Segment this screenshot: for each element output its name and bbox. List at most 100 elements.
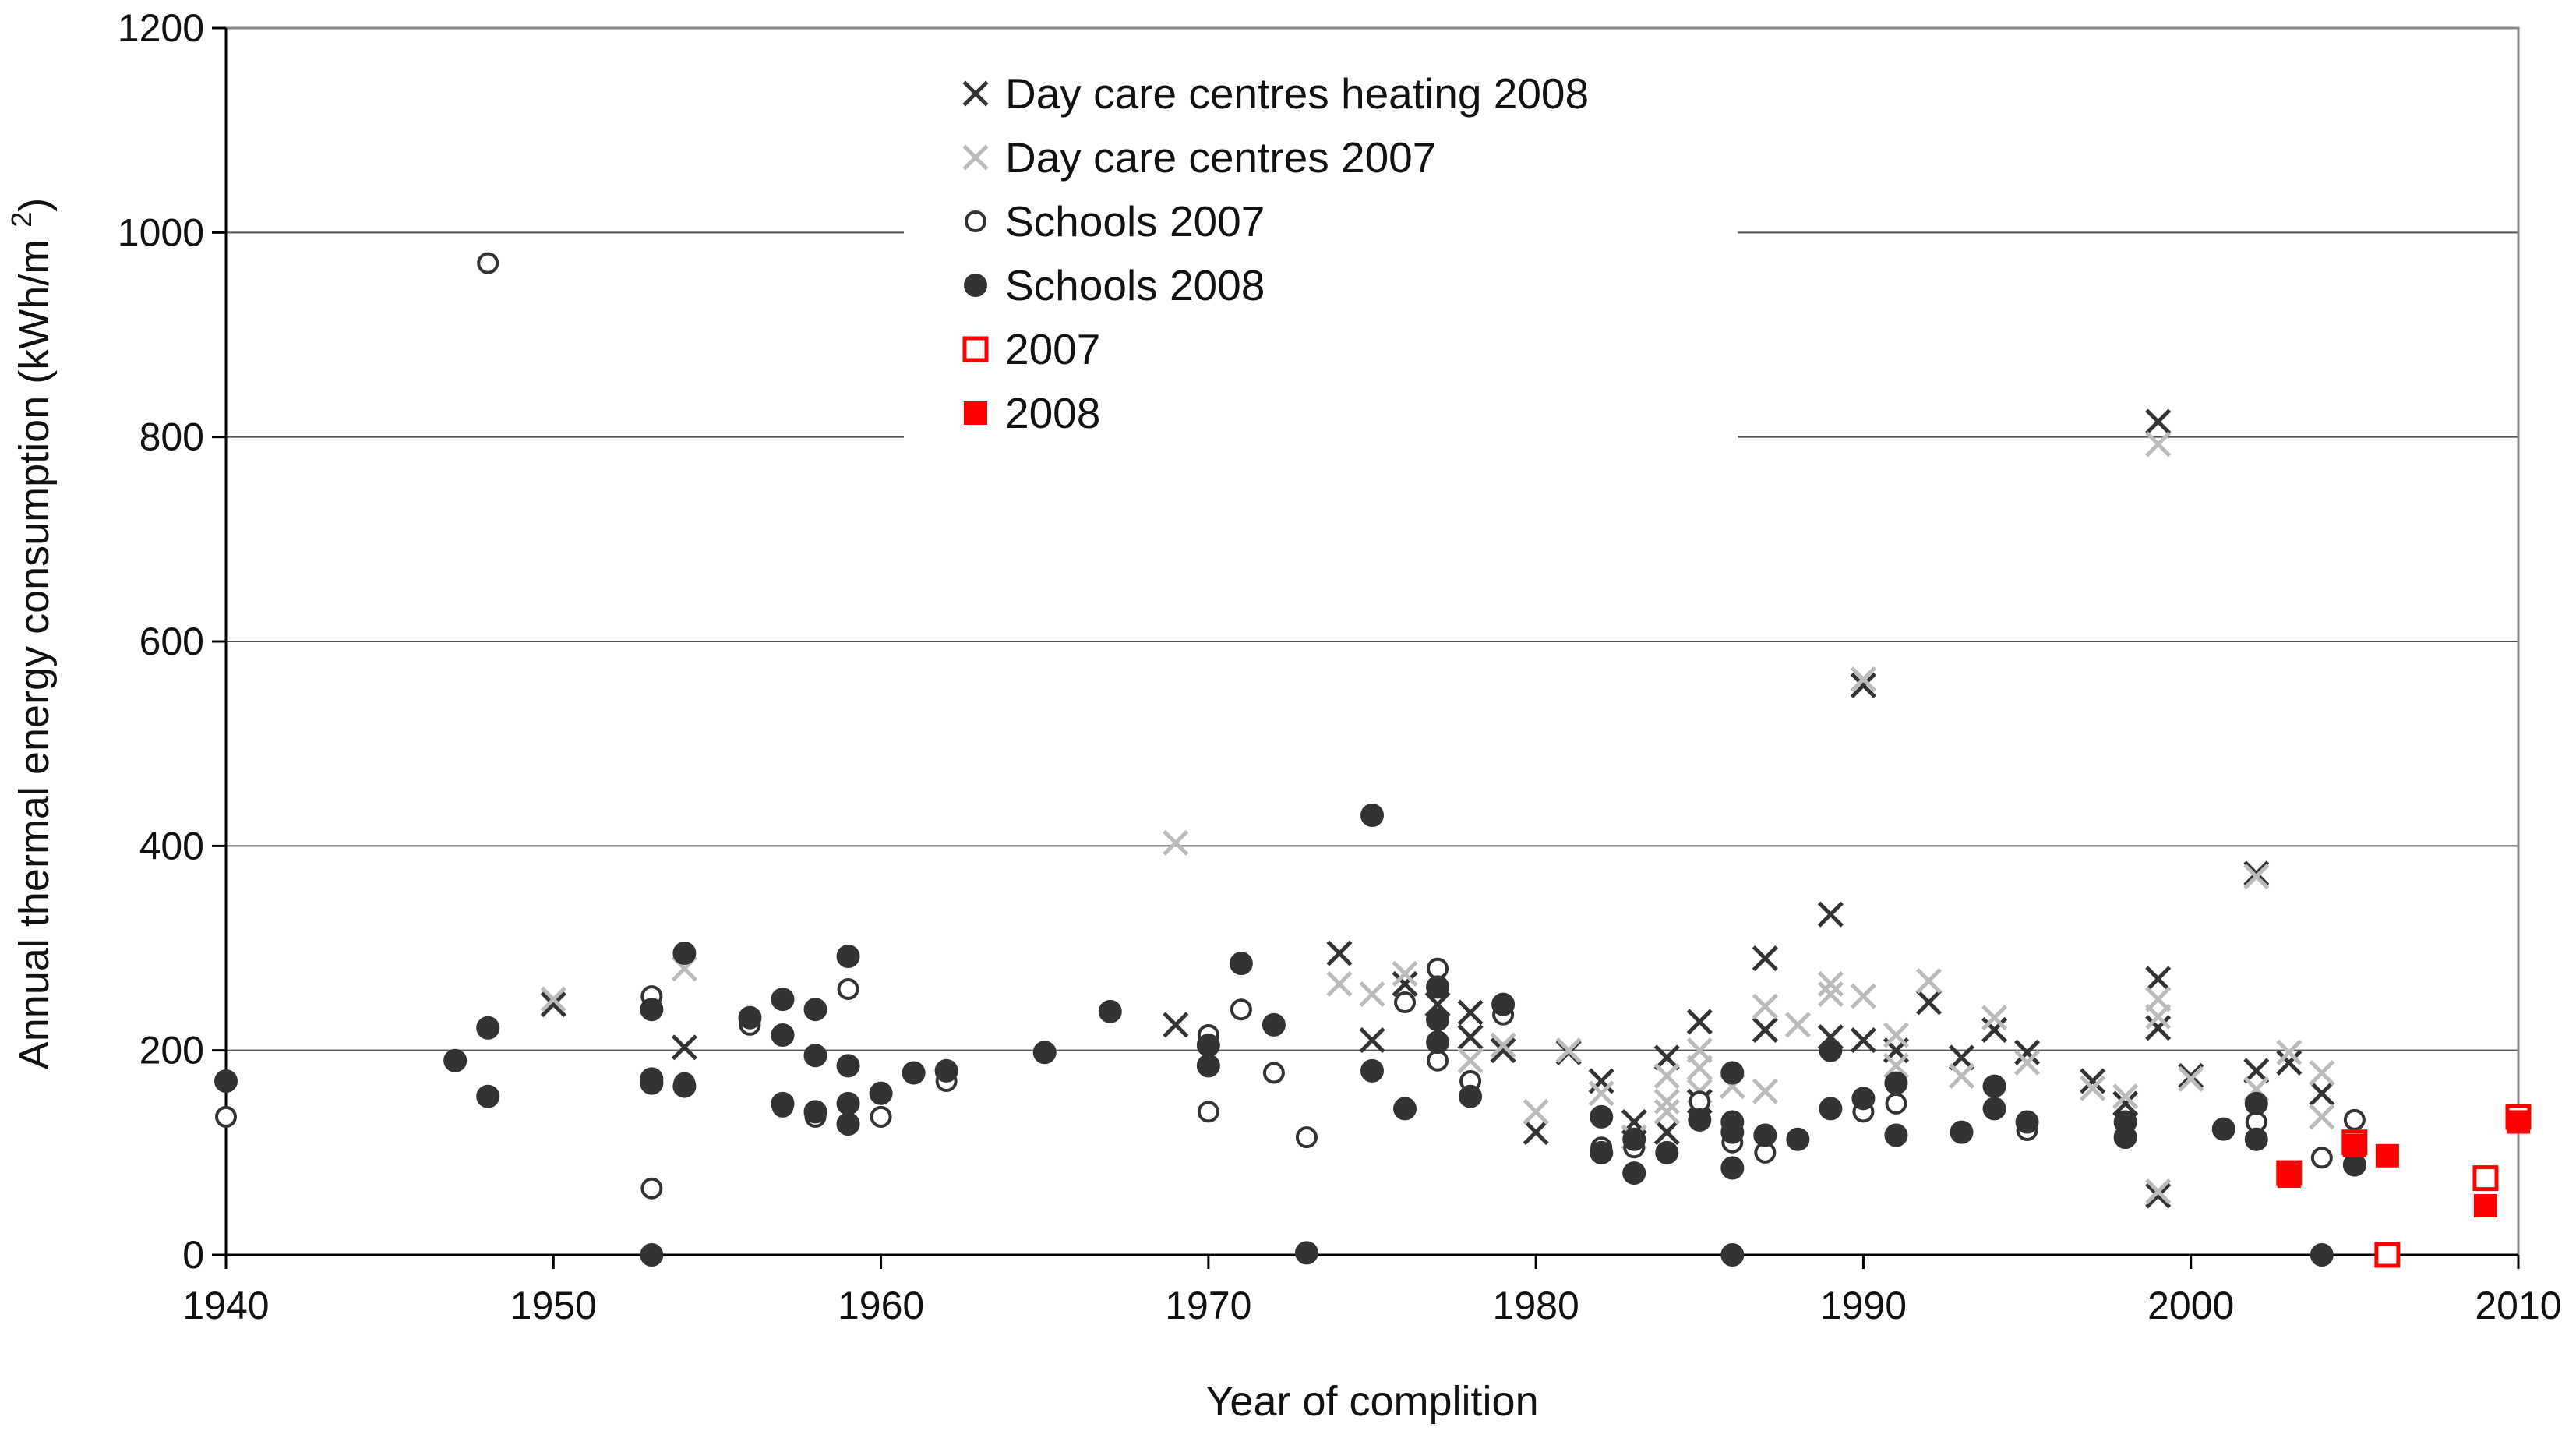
marker-x [1850, 983, 1876, 1009]
marker-x [1163, 1012, 1189, 1038]
data-point [1752, 1078, 1778, 1104]
marker-x [1359, 980, 1385, 1008]
data-point [1622, 1127, 1646, 1151]
marker-x [1850, 1027, 1876, 1054]
data-point [2145, 408, 2172, 435]
data-point [1163, 1012, 1189, 1038]
data-point [1653, 1062, 1680, 1089]
data-point [2309, 1080, 2335, 1107]
data-point [1555, 1037, 1582, 1064]
legend-background [904, 47, 1738, 452]
marker-x [2145, 431, 2172, 458]
data-point [1392, 960, 1418, 987]
data-point [1393, 1097, 1417, 1121]
marker-x [2276, 1039, 2303, 1065]
marker-x [1752, 945, 1778, 972]
data-point [2211, 1117, 2235, 1141]
data-point [2310, 1243, 2334, 1267]
marker-x [1163, 829, 1189, 856]
data-point [1230, 998, 1252, 1021]
data-point [1753, 1123, 1777, 1147]
data-point [2145, 1182, 2172, 1209]
data-point [1850, 983, 1876, 1009]
data-point [1653, 1119, 1680, 1146]
data-point [1491, 992, 1516, 1016]
data-point [1653, 1044, 1680, 1071]
y-tick-label-0: 0 [182, 1233, 204, 1277]
y-tick-label-800: 800 [139, 415, 204, 459]
data-point [1392, 970, 1418, 997]
data-point [934, 1058, 958, 1083]
data-point [2145, 1178, 2172, 1205]
data-point [1326, 970, 1353, 997]
data-point [1720, 1243, 1745, 1267]
data-point [902, 1061, 926, 1085]
marker-x [2276, 1049, 2303, 1076]
marker-x [1686, 1009, 1713, 1035]
data-point [2473, 1194, 2497, 1218]
data-point [214, 1069, 238, 1094]
marker-x [2080, 1068, 2106, 1094]
y-tick-label-200: 200 [139, 1029, 204, 1072]
data-point [2472, 1165, 2499, 1192]
axis-labels: 0 200 400 600 800 1000 1200 1940 1950 1960 1970 198… [5, 6, 2562, 1425]
marker-x [962, 80, 989, 107]
data-point [1720, 1156, 1745, 1180]
data-point [1098, 999, 1122, 1023]
marker-x [2112, 1083, 2139, 1110]
data-point [640, 1071, 664, 1095]
marker-x [2243, 1058, 2270, 1084]
data-point [1883, 1022, 1909, 1048]
data-point [672, 942, 697, 966]
marker-x [1948, 1044, 1975, 1071]
data-point [2178, 1062, 2204, 1089]
marker-x [1686, 1055, 1713, 1081]
marker-x [1457, 999, 1484, 1026]
data-point [1884, 1123, 1908, 1147]
x-tick-label-1940: 1940 [182, 1284, 269, 1327]
data-point [837, 977, 859, 1000]
legend-entry-5: 2008 [964, 389, 1100, 437]
legend-label: Schools 2007 [1005, 197, 1265, 246]
marker-x [1653, 1088, 1680, 1115]
marker-x [1359, 1027, 1385, 1054]
marker-x [1850, 672, 1876, 698]
data-point [2145, 431, 2172, 458]
data-point [1295, 1126, 1318, 1149]
data-point [2277, 1164, 2301, 1189]
data-point [1360, 1058, 1384, 1083]
data-point [1982, 1074, 2006, 1098]
data-point [1915, 989, 1943, 1016]
data-point [1915, 967, 1943, 995]
data-point [836, 1054, 860, 1078]
data-point [1686, 1037, 1713, 1064]
data-point [2276, 1039, 2303, 1065]
data-point [1262, 1062, 1285, 1084]
data-point [2112, 1083, 2139, 1110]
data-point [1850, 672, 1876, 698]
data-point [2310, 1147, 2333, 1169]
data-point [640, 1243, 664, 1267]
series-1 [540, 431, 2335, 1205]
data-point [2243, 860, 2270, 887]
marker-x [2014, 1039, 2041, 1065]
data-point [2080, 1075, 2106, 1101]
marker-x [1392, 970, 1418, 997]
marker-x [1523, 1119, 1549, 1146]
data-point [836, 1112, 860, 1136]
x-tick-label-1970: 1970 [1165, 1284, 1251, 1327]
data-point [1360, 803, 1384, 827]
axes [212, 26, 2520, 1269]
legend-entry-0: Day care centres heating 2008 [962, 69, 1589, 118]
data-point [2145, 986, 2172, 1012]
data-point [671, 1034, 697, 1061]
marker-x [1326, 970, 1353, 997]
legend-entry-2: Schools 2007 [965, 197, 1265, 246]
data-point [1590, 1140, 1614, 1164]
data-point [803, 998, 827, 1022]
data-point [540, 991, 566, 1018]
marker-x [2145, 408, 2172, 435]
marker-x [2080, 1075, 2106, 1101]
data-point [2243, 1058, 2270, 1084]
data-point [1720, 1120, 1745, 1144]
